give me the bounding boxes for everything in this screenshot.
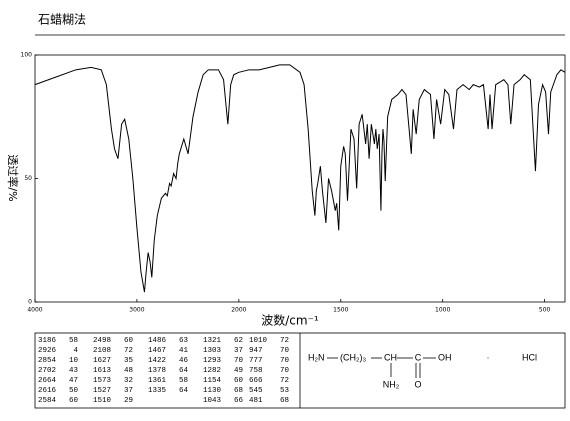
peak-transmittance: 29 <box>124 397 133 405</box>
structure-text: CH <box>384 352 397 362</box>
plot-frame <box>34 54 566 303</box>
x-tick-label: 4000 <box>27 307 42 314</box>
peak-wavenumber: 2108 <box>93 347 111 355</box>
peak-wavenumber: 1130 <box>203 387 222 395</box>
peak-transmittance: 64 <box>179 387 189 395</box>
peak-wavenumber: 1467 <box>148 347 166 355</box>
peak-transmittance: 50 <box>69 387 79 395</box>
x-tick-label: 1000 <box>435 307 450 314</box>
peak-transmittance: 48 <box>124 367 133 375</box>
peak-transmittance: 46 <box>179 357 189 365</box>
peak-wavenumber: 1010 <box>249 337 268 345</box>
peak-transmittance: 47 <box>69 377 78 385</box>
peak-transmittance: 70 <box>280 347 290 355</box>
peak-wavenumber: 2854 <box>38 357 57 365</box>
peak-transmittance: 60 <box>234 377 244 385</box>
peak-wavenumber: 545 <box>249 387 263 395</box>
peak-transmittance: 60 <box>124 337 134 345</box>
structure-text: O <box>414 379 421 389</box>
peak-wavenumber: 2498 <box>93 337 111 345</box>
peak-wavenumber: 1154 <box>203 377 222 385</box>
structure-text: NH₂ <box>383 379 400 389</box>
peak-wavenumber: 1613 <box>93 367 112 375</box>
peak-transmittance: 72 <box>280 377 289 385</box>
peak-wavenumber: 2584 <box>38 397 57 405</box>
peak-transmittance: 37 <box>124 387 133 395</box>
structure-text: H₂N <box>308 352 325 362</box>
x-tick-label: 2000 <box>231 307 246 314</box>
peak-wavenumber: 1043 <box>203 397 222 405</box>
peak-wavenumber: 1282 <box>203 367 221 375</box>
peak-transmittance: 32 <box>124 377 133 385</box>
peak-transmittance: 37 <box>234 347 243 355</box>
y-tick-label: 0 <box>28 299 32 306</box>
peak-wavenumber: 1378 <box>148 367 166 375</box>
peak-wavenumber: 2926 <box>38 347 57 355</box>
peak-wavenumber: 1422 <box>148 357 166 365</box>
peak-wavenumber: 1627 <box>93 357 111 365</box>
structure-text: (CH₂)₃ <box>340 352 366 362</box>
structure-bonds <box>327 357 436 378</box>
y-tick-label: 100 <box>21 52 33 59</box>
peak-transmittance: 72 <box>280 337 289 345</box>
peak-wavenumber: 666 <box>249 377 263 385</box>
x-tick-label: 1500 <box>333 307 348 314</box>
peak-transmittance: 58 <box>179 377 188 385</box>
structure-text: HCl <box>522 352 537 362</box>
peak-transmittance: 63 <box>179 337 189 345</box>
peak-wavenumber: 1573 <box>93 377 112 385</box>
peak-wavenumber: 2702 <box>38 367 56 375</box>
peak-wavenumber: 758 <box>249 367 263 375</box>
structure-text: OH <box>438 352 452 362</box>
structure-text: C <box>415 352 422 362</box>
peak-transmittance: 58 <box>69 337 78 345</box>
peak-wavenumber: 1510 <box>93 397 112 405</box>
peak-transmittance: 68 <box>234 387 243 395</box>
peak-wavenumber: 1293 <box>203 357 222 365</box>
peak-transmittance: 60 <box>69 397 79 405</box>
peak-wavenumber: 481 <box>249 397 263 405</box>
x-axis-label: 波数/cm⁻¹ <box>261 313 319 328</box>
spectrum-line <box>34 64 566 293</box>
y-tick-label: 50 <box>24 175 32 182</box>
peak-wavenumber: 1486 <box>148 337 167 345</box>
peak-wavenumber: 947 <box>249 347 263 355</box>
peak-wavenumber: 3186 <box>38 337 57 345</box>
peak-transmittance: 41 <box>179 347 189 355</box>
peak-transmittance: 49 <box>234 367 243 375</box>
y-axis-label: 透过率/% <box>6 154 20 201</box>
x-tick-label: 3000 <box>129 307 144 314</box>
peak-wavenumber: 2664 <box>38 377 57 385</box>
peak-transmittance: 70 <box>280 367 290 375</box>
peak-transmittance: 68 <box>280 397 289 405</box>
peak-wavenumber: 1303 <box>203 347 222 355</box>
peak-wavenumber: 2616 <box>38 387 57 395</box>
peak-transmittance: 72 <box>124 347 133 355</box>
peak-transmittance: 10 <box>69 357 79 365</box>
x-tick-label: 500 <box>539 307 551 314</box>
peak-transmittance: 4 <box>73 347 78 355</box>
peak-transmittance: 53 <box>280 387 290 395</box>
chart-title: 石蜡糊法 <box>38 12 86 27</box>
peak-transmittance: 64 <box>179 367 189 375</box>
peak-transmittance: 66 <box>234 397 244 405</box>
peak-wavenumber: 1321 <box>203 337 222 345</box>
peak-wavenumber: 1361 <box>148 377 167 385</box>
peak-transmittance: 43 <box>69 367 79 375</box>
peak-wavenumber: 1335 <box>148 387 167 395</box>
peak-transmittance: 70 <box>234 357 244 365</box>
structure-text: · <box>487 352 490 362</box>
peak-wavenumber: 777 <box>249 357 263 365</box>
peak-transmittance: 35 <box>124 357 134 365</box>
peak-transmittance: 62 <box>234 337 243 345</box>
peak-transmittance: 70 <box>280 357 290 365</box>
peak-wavenumber: 1527 <box>93 387 111 395</box>
